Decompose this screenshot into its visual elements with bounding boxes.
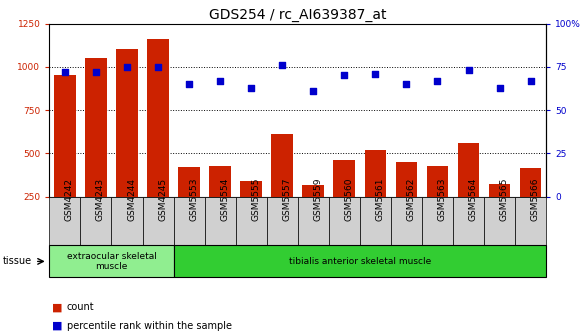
Bar: [178, 167, 200, 240]
Text: GSM5560: GSM5560: [345, 177, 353, 221]
Point: [91, 69, 101, 75]
Bar: [303, 185, 324, 240]
Bar: [271, 134, 293, 240]
Bar: [422, 197, 453, 245]
Point: [184, 81, 193, 87]
Text: GSM5566: GSM5566: [530, 177, 540, 221]
Bar: [520, 168, 541, 240]
Bar: [396, 162, 417, 240]
Text: tibialis anterior skeletal muscle: tibialis anterior skeletal muscle: [289, 257, 431, 266]
Point: [216, 78, 225, 83]
Bar: [426, 166, 449, 240]
Bar: [174, 245, 546, 277]
Point: [371, 71, 380, 76]
Bar: [364, 150, 386, 240]
Text: ■: ■: [52, 302, 63, 312]
Point: [526, 78, 535, 83]
Point: [340, 73, 349, 78]
Bar: [329, 197, 360, 245]
Text: GSM4245: GSM4245: [158, 178, 167, 221]
Text: count: count: [67, 302, 95, 312]
Text: GSM5565: GSM5565: [500, 177, 508, 221]
Bar: [241, 181, 262, 240]
Point: [495, 85, 504, 90]
Bar: [391, 197, 422, 245]
Bar: [116, 49, 138, 240]
Bar: [147, 39, 169, 240]
Text: GSM5564: GSM5564: [468, 177, 478, 221]
Bar: [267, 197, 297, 245]
Text: extraocular skeletal
muscle: extraocular skeletal muscle: [67, 252, 156, 271]
Bar: [85, 58, 107, 240]
Point: [464, 68, 473, 73]
Bar: [515, 197, 546, 245]
Bar: [80, 197, 112, 245]
Bar: [49, 245, 174, 277]
Text: GSM5555: GSM5555: [251, 177, 260, 221]
Text: tissue: tissue: [3, 256, 32, 266]
Point: [246, 85, 256, 90]
Title: GDS254 / rc_AI639387_at: GDS254 / rc_AI639387_at: [209, 8, 386, 23]
Point: [402, 81, 411, 87]
Text: GSM4243: GSM4243: [96, 178, 105, 221]
Text: GSM5557: GSM5557: [282, 177, 291, 221]
Bar: [360, 197, 391, 245]
Bar: [205, 197, 236, 245]
Text: GSM5559: GSM5559: [313, 177, 322, 221]
Bar: [112, 197, 142, 245]
Bar: [209, 166, 231, 240]
Bar: [489, 184, 511, 240]
Point: [433, 78, 442, 83]
Point: [309, 88, 318, 94]
Point: [153, 64, 163, 70]
Point: [123, 64, 132, 70]
Bar: [333, 160, 355, 240]
Bar: [174, 197, 205, 245]
Text: GSM5563: GSM5563: [437, 177, 446, 221]
Point: [278, 62, 287, 68]
Bar: [484, 197, 515, 245]
Text: GSM5554: GSM5554: [220, 177, 229, 221]
Bar: [142, 197, 174, 245]
Bar: [297, 197, 329, 245]
Bar: [236, 197, 267, 245]
Text: percentile rank within the sample: percentile rank within the sample: [67, 321, 232, 331]
Text: GSM5562: GSM5562: [407, 177, 415, 221]
Text: GSM4244: GSM4244: [127, 178, 136, 221]
Bar: [49, 197, 80, 245]
Text: ■: ■: [52, 321, 63, 331]
Text: GSM4242: GSM4242: [65, 178, 74, 221]
Bar: [458, 143, 479, 240]
Text: GSM5553: GSM5553: [189, 177, 198, 221]
Bar: [453, 197, 484, 245]
Point: [60, 69, 70, 75]
Bar: [54, 76, 76, 240]
Text: GSM5561: GSM5561: [375, 177, 385, 221]
